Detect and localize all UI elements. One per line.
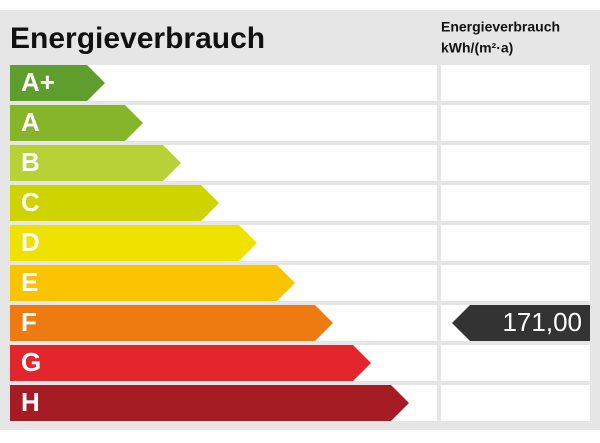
title: Energieverbrauch — [10, 22, 265, 55]
value-cell — [441, 105, 590, 141]
class-arrow — [10, 185, 219, 221]
column-header: Energieverbrauch — [441, 19, 560, 35]
class-label: D — [21, 227, 40, 257]
value-cell — [441, 225, 590, 261]
value-cell — [441, 65, 590, 101]
class-label: B — [21, 147, 40, 177]
class-label: H — [21, 387, 40, 417]
class-arrow — [10, 225, 257, 261]
value-cell — [441, 385, 590, 421]
value-label: 171,00 — [502, 307, 582, 337]
class-label: G — [21, 347, 41, 377]
value-cell — [441, 145, 590, 181]
class-label: A+ — [21, 67, 55, 97]
class-label: C — [21, 187, 40, 217]
class-arrow — [10, 345, 371, 381]
class-label: A — [21, 107, 40, 137]
class-arrow — [10, 105, 143, 141]
value-cell — [441, 185, 590, 221]
class-label: F — [21, 307, 37, 337]
class-arrow — [10, 265, 295, 301]
class-label: E — [21, 267, 38, 297]
value-marker — [452, 305, 590, 341]
class-arrow — [10, 385, 409, 421]
class-arrow — [10, 145, 181, 181]
value-cell — [441, 265, 590, 301]
column-header: kWh/(m²·a) — [441, 40, 513, 56]
class-arrow — [10, 65, 105, 101]
value-cell — [441, 345, 590, 381]
class-arrow — [10, 305, 333, 341]
